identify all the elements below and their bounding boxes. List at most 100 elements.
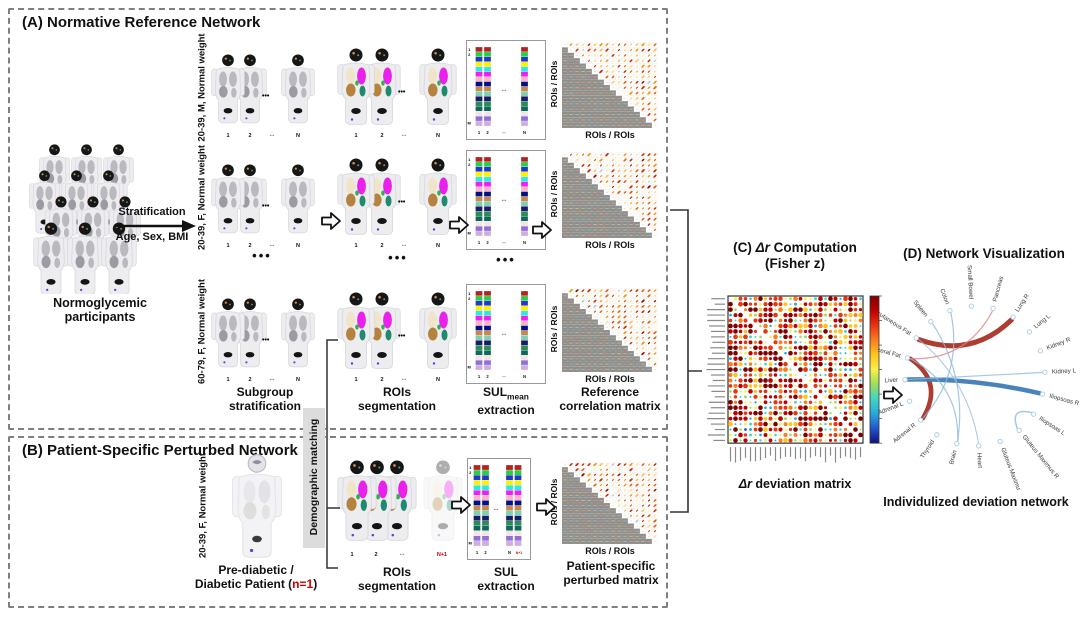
svg-text:2: 2	[374, 552, 377, 558]
caption-subgroup-stratification: Subgroup stratification	[228, 385, 301, 413]
svg-text:N: N	[296, 133, 300, 139]
subgroup-label-3: 60-79, F, Normal weight	[196, 278, 208, 385]
stratification-label: Stratification	[118, 206, 186, 218]
patient-n-value: n=1	[292, 576, 314, 591]
matrix-b-y-axis-label: ROIs / ROIs	[549, 478, 559, 526]
svg-text:1: 1	[478, 374, 481, 379]
svg-text:Kidney R: Kidney R	[1046, 336, 1072, 352]
svg-text:M: M	[468, 231, 472, 236]
svg-text:⋯: ⋯	[402, 243, 407, 249]
svg-text:Brain: Brain	[948, 449, 959, 465]
patient-perturbed-matrix	[562, 462, 658, 544]
svg-text:N+1: N+1	[516, 551, 522, 555]
roi-column-ellipsis: •••	[388, 250, 408, 265]
reference-correlation-matrix-3	[562, 288, 658, 372]
svg-text:Thyroid: Thyroid	[919, 438, 936, 460]
svg-text:Spleen: Spleen	[912, 299, 930, 319]
svg-text:1: 1	[469, 465, 472, 470]
roi-bodies-row1: ••• 1 2 ⋯ N	[337, 48, 457, 139]
svg-text:2: 2	[469, 470, 472, 475]
svg-text:1: 1	[354, 133, 357, 139]
svg-text:M: M	[468, 365, 472, 370]
patient-caption-suffix: )	[313, 576, 318, 591]
svg-text:1: 1	[226, 133, 229, 139]
svg-text:Visceral Fat: Visceral Fat	[878, 344, 902, 359]
svg-text:⋯: ⋯	[502, 375, 506, 379]
svg-text:⋯: ⋯	[270, 377, 275, 383]
svg-text:Small Bowel: Small Bowel	[966, 265, 975, 299]
svg-text:Adrenal R: Adrenal R	[892, 422, 918, 445]
svg-text:⋯: ⋯	[502, 332, 507, 338]
panel-d-caption: Individulized deviation network	[883, 495, 1069, 509]
caption-sul-extraction-b: SUL extraction	[477, 565, 535, 593]
participants-caption: Normoglycemic participants	[53, 296, 147, 324]
matrix2-x-axis-label: ROIs / ROIs	[585, 240, 635, 250]
matrix1-y-axis-label: ROIs / ROIs	[549, 60, 559, 108]
caption-delta-r: Δr	[738, 477, 752, 491]
svg-text:N: N	[436, 243, 440, 249]
svg-text:⋯: ⋯	[402, 377, 407, 383]
caption-reference-matrix: Reference correlation matrix	[559, 385, 661, 413]
panel-c-title-line1: (C) Δr Computation	[700, 240, 890, 256]
matrix2-y-axis-label: ROIs / ROIs	[549, 170, 559, 218]
svg-text:2: 2	[486, 240, 489, 245]
svg-text:2: 2	[486, 374, 489, 379]
caption-sul-line1: SULmean	[456, 385, 556, 404]
subgroup-bodies-row1: ••• 1 2 ⋯ N	[211, 54, 315, 139]
reference-correlation-matrix-2	[562, 152, 658, 238]
svg-text:⋯: ⋯	[402, 133, 407, 139]
sul-text: SUL	[483, 385, 508, 399]
svg-text:2: 2	[380, 377, 383, 383]
svg-text:1: 1	[354, 243, 357, 249]
svg-text:Kidney L: Kidney L	[1052, 367, 1077, 375]
svg-text:2: 2	[248, 243, 251, 249]
svg-text:2: 2	[380, 243, 383, 249]
panel-c-rest: Computation	[769, 240, 857, 255]
svg-text:1: 1	[468, 47, 471, 52]
svg-text:N: N	[523, 130, 526, 135]
svg-text:M: M	[469, 540, 473, 545]
svg-text:Colon: Colon	[938, 288, 951, 306]
svg-text:Lung L: Lung L	[1033, 313, 1053, 331]
panel-a-title: (A) Normative Reference Network	[22, 14, 261, 31]
panel-c-title-line2: (Fisher z)	[764, 256, 825, 271]
svg-text:•••: •••	[262, 337, 270, 344]
roi-bodies-row2: ••• 1 2 ⋯ N	[337, 158, 457, 249]
caption-rois-segmentation-b: ROIs segmentation	[357, 565, 436, 593]
svg-text:⋯: ⋯	[494, 507, 499, 513]
svg-text:•••: •••	[398, 199, 406, 206]
svg-text:N: N	[296, 377, 300, 383]
svg-text:1: 1	[226, 377, 229, 383]
svg-text:1: 1	[476, 550, 479, 555]
reference-correlation-matrix-1	[562, 42, 658, 128]
svg-text:M: M	[468, 121, 472, 126]
subgroup-column-ellipsis: •••	[252, 248, 272, 263]
svg-text:Liver: Liver	[885, 377, 899, 385]
svg-text:N: N	[508, 550, 511, 555]
svg-text:1: 1	[468, 157, 471, 162]
svg-text:N: N	[436, 133, 440, 139]
svg-text:Lung R: Lung R	[1014, 292, 1031, 313]
svg-text:2: 2	[248, 133, 251, 139]
subgroup-label-2: 20-39, F, Normal weight	[196, 144, 208, 251]
svg-text:1: 1	[468, 291, 471, 296]
panel-c-caption: Δr deviation matrix	[700, 477, 890, 491]
svg-text:1: 1	[226, 243, 229, 249]
roi-bodies-patient: 1 2 ⋯ N+1	[337, 460, 463, 558]
svg-text:2: 2	[484, 550, 487, 555]
svg-text:2: 2	[380, 133, 383, 139]
patient-subgroup-label: 20-39, F, Normal weight	[197, 452, 209, 559]
panel-d-title: (D) Network Visualization	[903, 246, 1065, 261]
panel-c-prefix: (C)	[733, 240, 756, 255]
patient-caption-line1: Pre-diabetic /	[218, 563, 294, 577]
patient-caption-prefix: Diabetic Patient (	[194, 576, 293, 591]
svg-text:⋯: ⋯	[502, 241, 506, 245]
svg-text:1: 1	[350, 552, 353, 558]
svg-text:N: N	[523, 240, 526, 245]
panel-c-title: (C) Δr Computation (Fisher z)	[700, 240, 890, 272]
svg-text:1: 1	[478, 240, 481, 245]
demographic-matching-label: Demographic matching	[308, 418, 320, 536]
